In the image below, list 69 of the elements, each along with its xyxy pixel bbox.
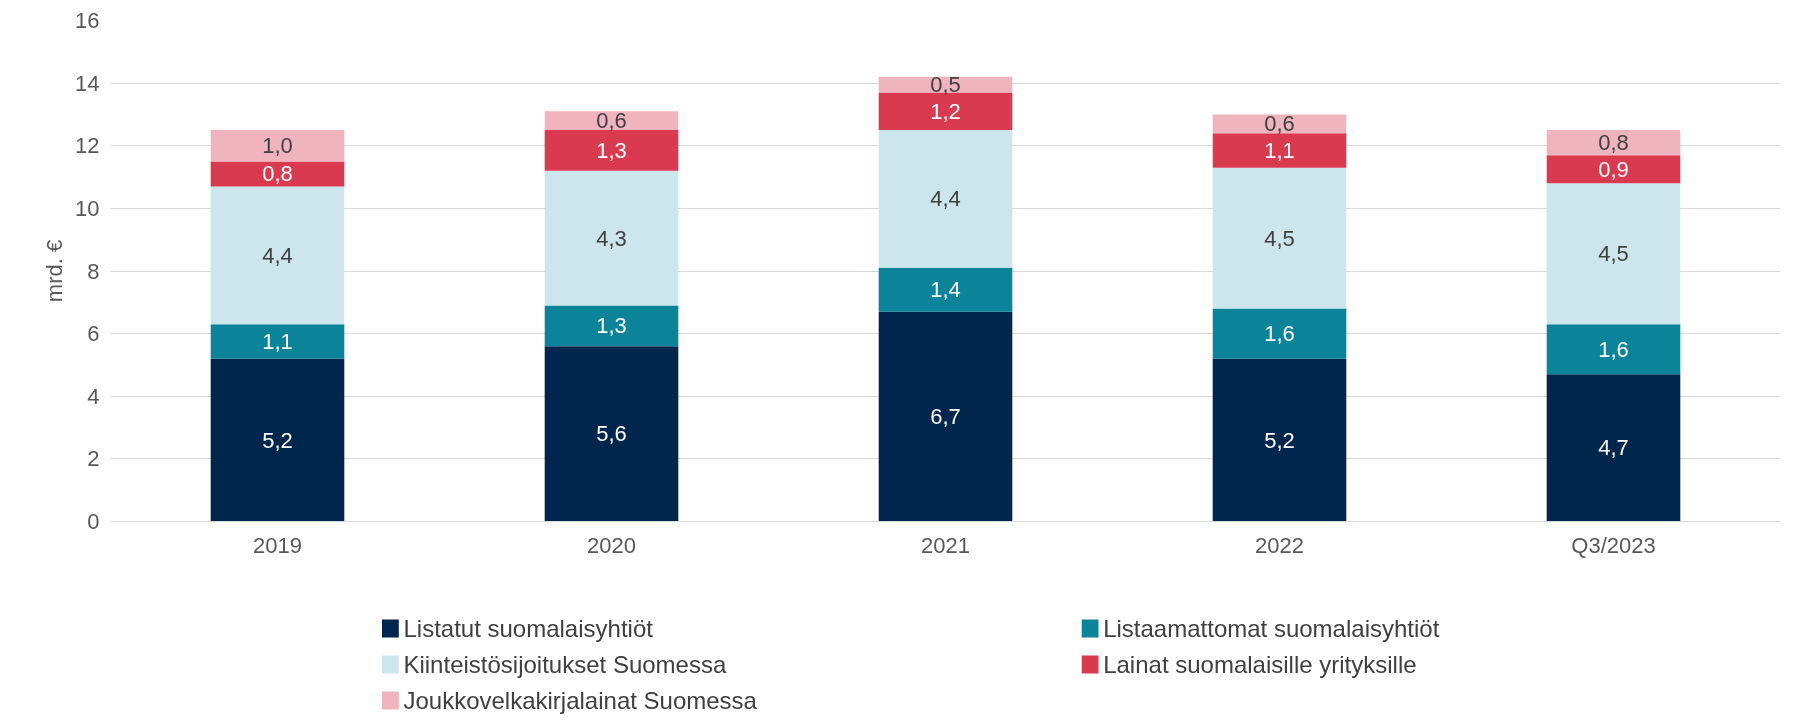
bar — [1212, 308, 1347, 359]
y-tick-label: 0 — [87, 509, 100, 534]
data-label: 4,5 — [1598, 241, 1629, 267]
bar — [1212, 167, 1347, 309]
bar — [878, 311, 1013, 522]
bar — [210, 324, 345, 359]
bar — [210, 161, 345, 187]
bar — [544, 111, 679, 131]
bar — [544, 305, 679, 347]
y-tick-label: 6 — [87, 321, 100, 347]
x-tick-label: Q3/2023 — [1571, 532, 1656, 558]
bar — [1212, 133, 1347, 168]
legend-label: Listaamattomat suomalaisyhtiöt — [1103, 615, 1440, 642]
data-label: 4,3 — [596, 225, 627, 251]
data-label: 0,5 — [930, 72, 961, 98]
bar — [1546, 374, 1681, 522]
bar — [210, 358, 345, 522]
bar — [210, 186, 345, 325]
y-tick-label: 14 — [75, 70, 100, 96]
y-tick-label: 8 — [87, 258, 100, 284]
data-label: 5,2 — [262, 427, 293, 453]
x-tick-label: 2021 — [921, 532, 970, 558]
bar — [544, 130, 679, 171]
data-label: 1,0 — [262, 133, 293, 159]
data-label: 6,7 — [930, 404, 961, 430]
x-tick-label: 2022 — [1255, 532, 1304, 558]
bar — [1212, 358, 1347, 522]
bar — [1546, 155, 1681, 184]
data-label: 0,8 — [262, 161, 293, 187]
legend-label: Listatut suomalaisyhtiöt — [403, 615, 654, 642]
x-tick-label: 2019 — [253, 532, 302, 558]
data-label: 1,1 — [262, 328, 293, 354]
data-label: 0,6 — [1264, 111, 1295, 137]
bar — [878, 267, 1013, 312]
bar — [1546, 324, 1681, 375]
bar — [1212, 114, 1347, 134]
data-label: 4,5 — [1264, 225, 1295, 251]
bar — [1546, 130, 1681, 156]
data-label: 4,4 — [930, 186, 961, 212]
y-tick-label: 2 — [87, 446, 100, 472]
data-label: 0,9 — [1598, 156, 1629, 182]
y-tick-label: 4 — [87, 383, 100, 409]
x-tick-label: 2020 — [587, 532, 636, 558]
data-label: 5,2 — [1264, 427, 1295, 453]
bar — [544, 170, 679, 306]
data-label: 1,6 — [1264, 321, 1295, 347]
data-label: 1,3 — [596, 313, 627, 339]
data-label: 1,1 — [1264, 137, 1295, 163]
data-label: 1,3 — [596, 137, 627, 163]
bar — [878, 130, 1013, 268]
legend-label: Joukkovelkakirjalainat Suomessa — [403, 687, 758, 714]
y-tick-label: 16 — [75, 8, 100, 33]
data-label: 1,4 — [930, 277, 961, 303]
data-label: 0,6 — [596, 108, 627, 134]
data-label: 0,8 — [1598, 130, 1629, 156]
data-label: 4,4 — [262, 242, 293, 268]
bar — [210, 130, 345, 162]
y-tick-label: 10 — [75, 195, 100, 221]
bar — [1546, 183, 1681, 325]
data-label: 1,6 — [1598, 336, 1629, 362]
data-label: 4,7 — [1598, 435, 1629, 461]
bar — [544, 346, 679, 522]
data-label: 1,2 — [930, 98, 961, 124]
bar — [878, 76, 1013, 93]
y-axis-title: mrd. € — [42, 239, 68, 303]
data-label: 5,6 — [596, 421, 627, 447]
legend-label: Kiinteistösijoitukset Suomessa — [403, 651, 727, 678]
y-tick-label: 12 — [75, 133, 100, 159]
legend-label: Lainat suomalaisille yrityksille — [1103, 651, 1417, 678]
